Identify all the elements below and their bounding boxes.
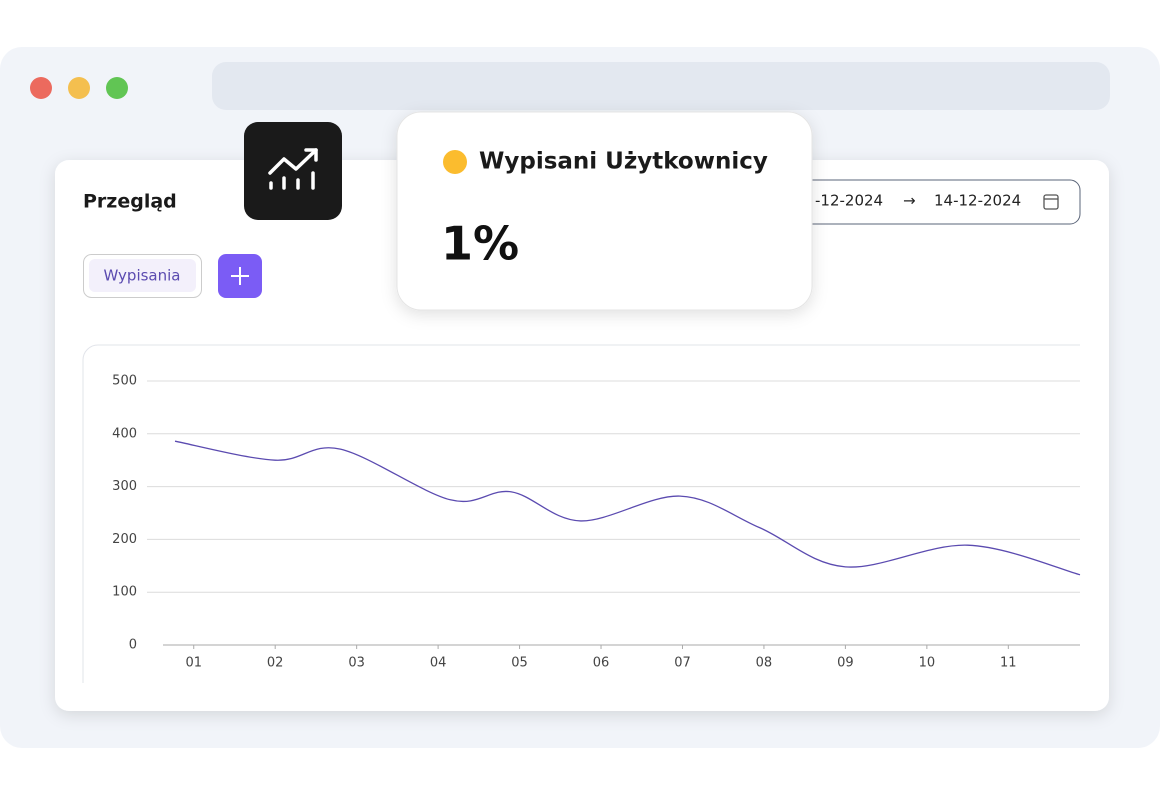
- address-bar[interactable]: [212, 62, 1110, 110]
- calendar-icon[interactable]: [1043, 194, 1059, 210]
- popup-value: 1%: [441, 217, 519, 271]
- x-tick-label: 11: [1000, 656, 1017, 671]
- card-title: Przegląd: [83, 191, 177, 213]
- x-tick-label: 05: [511, 656, 528, 671]
- date-from: -12-2024: [815, 192, 883, 210]
- plus-icon: [231, 267, 249, 285]
- popup-dot: [443, 150, 467, 174]
- trend-icon-box[interactable]: [244, 122, 342, 220]
- chart-frame: [82, 344, 1080, 683]
- x-tick-label: 02: [267, 656, 284, 671]
- line-series: [174, 440, 1081, 576]
- date-arrow: →: [903, 192, 916, 210]
- x-tick-label: 01: [185, 656, 202, 671]
- maximize-dot[interactable]: [106, 77, 128, 99]
- card: [55, 160, 1109, 711]
- date-to: 14-12-2024: [934, 192, 1021, 210]
- x-tick-label: 03: [348, 656, 365, 671]
- y-tick-label: 500: [112, 374, 137, 389]
- x-tick-label: 09: [837, 656, 854, 671]
- filter-chip-label: Wypisania: [103, 267, 180, 285]
- x-tick-label: 04: [430, 656, 447, 671]
- x-tick-label: 08: [756, 656, 773, 671]
- popup-label: Wypisani Użytkownicy: [479, 149, 768, 175]
- x-tick-label: 06: [593, 656, 610, 671]
- y-tick-label: 200: [112, 532, 137, 547]
- close-dot[interactable]: [30, 77, 52, 99]
- y-tick-label: 0: [129, 638, 137, 653]
- trend-icon: [268, 148, 318, 190]
- x-tick-label: 07: [674, 656, 691, 671]
- x-tick-label: 10: [919, 656, 936, 671]
- minimize-dot[interactable]: [68, 77, 90, 99]
- plot: 0 100 200 300 400 500 01 02 03 04 05 06 07 08 09 10 11: [112, 374, 1081, 671]
- y-tick-label: 400: [112, 426, 137, 441]
- y-tick-label: 300: [112, 479, 137, 494]
- popup: [396, 111, 813, 311]
- filter-chip-inner: [89, 259, 196, 292]
- y-tick-label: 100: [112, 585, 137, 600]
